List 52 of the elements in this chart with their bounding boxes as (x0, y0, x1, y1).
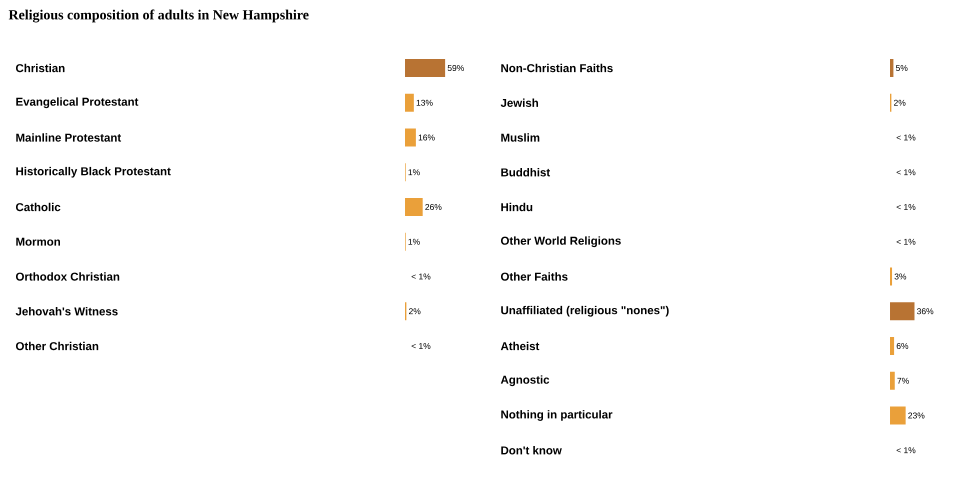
y-tick-label: Mainline Protestant (16, 133, 122, 142)
text: < 1% (896, 204, 916, 210)
y-tick-label: Jehovah's Witness (16, 307, 118, 316)
y-tick-label: Christian (16, 64, 64, 72)
text: < 1% (412, 343, 430, 349)
data-label: 7% (897, 378, 909, 384)
y-tick-label: Hindu (501, 202, 532, 212)
y-tick-label: Buddhist (501, 168, 550, 176)
y-tick-label: Don't know (501, 446, 562, 454)
y-tick-label: Nothing in particular (501, 410, 612, 421)
data-label: 23% (908, 412, 924, 418)
y-tick-label: Non-Christian Faiths (501, 64, 613, 72)
data-label: 5% (896, 65, 908, 71)
data-label: 16% (418, 134, 435, 140)
y-tick-label: Other Christian (16, 342, 98, 350)
data-label: 2% (408, 308, 421, 314)
y-tick-label: Evangelical Protestant (16, 97, 138, 108)
data-label: 36% (917, 308, 934, 314)
text: < 1% (896, 134, 916, 140)
y-tick-label: Jewish (500, 98, 538, 107)
data-label: 1% (408, 238, 420, 245)
bar (890, 336, 894, 355)
y-tick-label: Mormon (16, 238, 60, 246)
bar (890, 372, 895, 390)
bar (405, 94, 414, 112)
data-label: 3% (894, 274, 906, 280)
text: < 1% (896, 169, 916, 176)
y-tick-label: Orthodox Christian (16, 272, 120, 281)
data-label: 59% (448, 65, 464, 71)
data-label: 2% (894, 100, 906, 106)
text: < 1% (412, 274, 430, 280)
bar (405, 128, 416, 146)
bar (405, 198, 423, 216)
y-tick-label: Agnostic (500, 375, 550, 386)
y-tick-label: Catholic (16, 202, 60, 212)
data-label: 13% (416, 100, 433, 106)
text: < 1% (896, 238, 916, 245)
y-tick-label: Other World Religions (500, 236, 621, 248)
y-tick-label: Muslim (501, 133, 540, 142)
y-tick-label: Historically Black Protestant (16, 166, 171, 178)
data-label: 26% (425, 204, 442, 210)
y-tick-label: Other Faiths (500, 272, 568, 281)
data-label: 6% (896, 343, 908, 349)
y-tick-label: Atheist (500, 342, 540, 350)
data-label: 1% (408, 169, 420, 176)
text: Religious composition of adults in New Hampshire (8, 10, 309, 22)
text: < 1% (896, 447, 916, 454)
bar (405, 58, 446, 77)
bar (890, 58, 894, 77)
y-tick-label: Unaffiliated (religious "nones") (501, 306, 669, 317)
bar (890, 406, 906, 424)
bar (890, 302, 914, 320)
